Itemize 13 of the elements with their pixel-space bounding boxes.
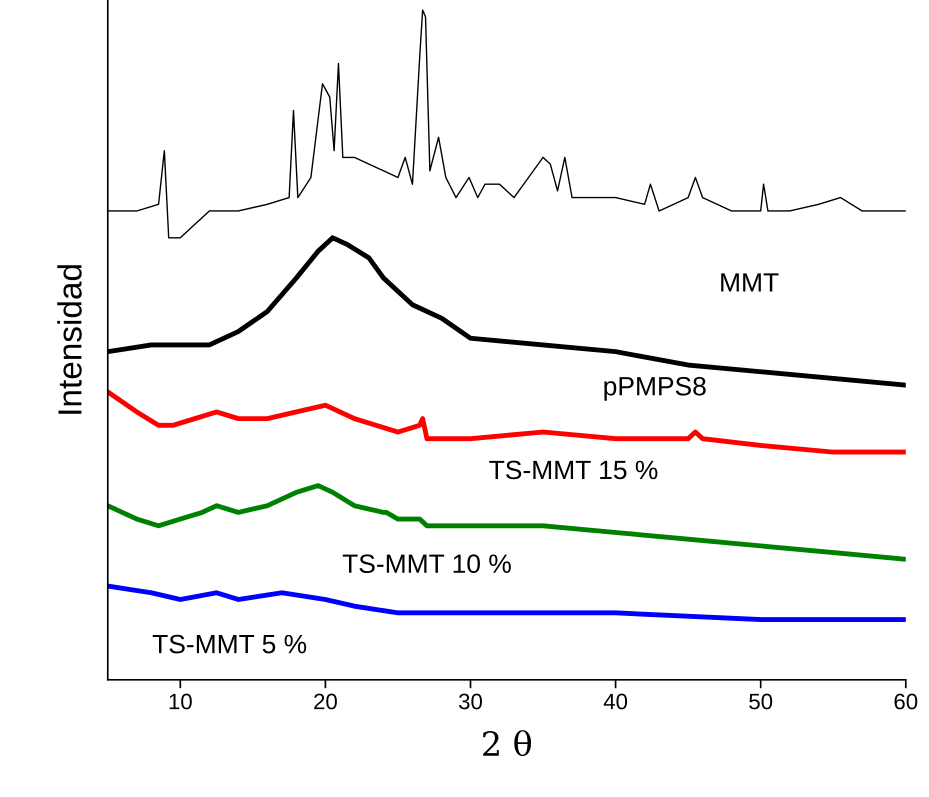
- text: MMT: [721, 273, 779, 292]
- series-label: TS-MMT 5 %: [152, 634, 306, 654]
- x-tick-label: 40: [604, 694, 628, 710]
- y-axis-title: Intensidad: [57, 265, 82, 414]
- x-axis-title: 2 θ: [483, 730, 532, 756]
- x-tick-label: 20: [314, 694, 337, 710]
- series-label: TS-MMT 10 %: [342, 554, 511, 574]
- series-label: TS-MMT 15 %: [489, 460, 658, 480]
- series-label: pPMPS8: [604, 376, 706, 401]
- x-tick-label: 10: [170, 694, 192, 710]
- x-tick-label: 60: [894, 694, 918, 710]
- x-tick-label: 30: [458, 694, 482, 710]
- x-tick-label: 50: [749, 694, 772, 710]
